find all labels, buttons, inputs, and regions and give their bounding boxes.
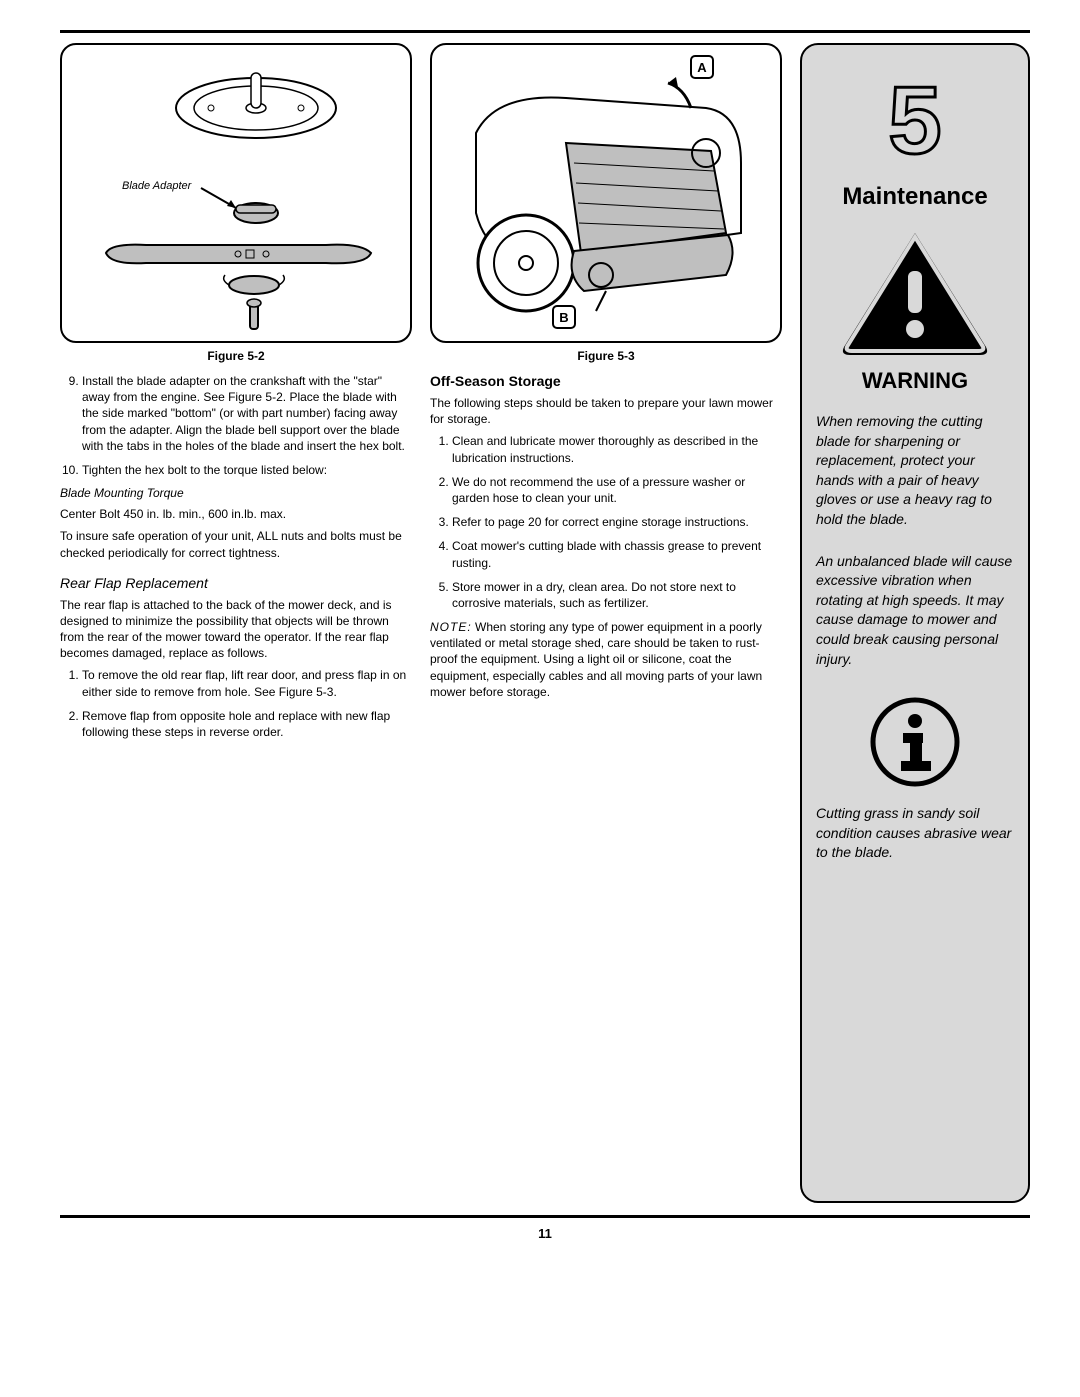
safety-note: To insure safe operation of your unit, A… bbox=[60, 528, 412, 560]
rear-flap-steps: To remove the old rear flap, lift rear d… bbox=[60, 667, 412, 740]
install-steps: Install the blade adapter on the cranksh… bbox=[60, 373, 412, 478]
manual-page: Blade Adapter bbox=[0, 0, 1080, 1271]
rear-flap-heading: Rear Flap Replacement bbox=[60, 575, 412, 591]
chapter-number-icon: 5 bbox=[865, 63, 965, 173]
storage-note: NOTE: When storing any type of power equ… bbox=[430, 619, 782, 700]
svg-text:5: 5 bbox=[888, 67, 941, 173]
off-season-step-5: Store mower in a dry, clean area. Do not… bbox=[452, 579, 782, 611]
figure-5-3-caption: Figure 5-3 bbox=[430, 349, 782, 363]
warning-paragraph-2: An unbalanced blade will cause excessive… bbox=[816, 552, 1014, 670]
off-season-step-3: Refer to page 20 for correct engine stor… bbox=[452, 514, 782, 530]
warning-triangle-icon bbox=[816, 229, 1014, 362]
chapter-number: 5 bbox=[816, 63, 1014, 173]
install-step-10: Tighten the hex bolt to the torque liste… bbox=[82, 462, 412, 478]
figure-5-3-box: A B bbox=[430, 43, 782, 343]
page-number: 11 bbox=[60, 1226, 1030, 1241]
figure-5-2-note: Blade Adapter bbox=[122, 180, 191, 192]
figure-5-3-illustration bbox=[440, 53, 772, 333]
middle-column: A B bbox=[430, 43, 782, 1203]
note-body: When storing any type of power equipment… bbox=[430, 620, 762, 699]
torque-label: Blade Mounting Torque bbox=[60, 486, 412, 500]
rear-flap-step-2: Remove flap from opposite hole and repla… bbox=[82, 708, 412, 740]
figure-5-3-badge-a: A bbox=[690, 55, 714, 79]
info-icon bbox=[816, 697, 1014, 790]
figure-5-2-box: Blade Adapter bbox=[60, 43, 412, 343]
off-season-heading: Off-Season Storage bbox=[430, 373, 782, 389]
bottom-rule bbox=[60, 1215, 1030, 1218]
off-season-intro: The following steps should be taken to p… bbox=[430, 395, 782, 427]
figure-5-2-illustration bbox=[70, 53, 402, 333]
rear-flap-step-1: To remove the old rear flap, lift rear d… bbox=[82, 667, 412, 699]
rear-flap-intro: The rear flap is attached to the back of… bbox=[60, 597, 412, 662]
off-season-step-4: Coat mower's cutting blade with chassis … bbox=[452, 538, 782, 570]
off-season-steps: Clean and lubricate mower thoroughly as … bbox=[430, 433, 782, 611]
note-lead: NOTE: bbox=[430, 620, 472, 634]
install-step-9: Install the blade adapter on the cranksh… bbox=[82, 373, 412, 454]
column-layout: Blade Adapter bbox=[60, 43, 1030, 1203]
warning-label: WARNING bbox=[816, 368, 1014, 394]
warning-paragraph-1: When removing the cutting blade for shar… bbox=[816, 412, 1014, 530]
sidebar-panel: 5 Maintenance WARNING When removing the … bbox=[800, 43, 1030, 1203]
sidebar: 5 Maintenance WARNING When removing the … bbox=[800, 43, 1030, 1203]
chapter-title: Maintenance bbox=[816, 183, 1014, 211]
figure-5-2-caption: Figure 5-2 bbox=[60, 349, 412, 363]
off-season-step-2: We do not recommend the use of a pressur… bbox=[452, 474, 782, 506]
left-column: Blade Adapter bbox=[60, 43, 412, 1203]
info-paragraph: Cutting grass in sandy soil condition ca… bbox=[816, 804, 1014, 863]
torque-value: Center Bolt 450 in. lb. min., 600 in.lb.… bbox=[60, 506, 412, 522]
top-rule bbox=[60, 30, 1030, 33]
off-season-step-1: Clean and lubricate mower thoroughly as … bbox=[452, 433, 782, 465]
figure-5-3-badge-b: B bbox=[552, 305, 576, 329]
